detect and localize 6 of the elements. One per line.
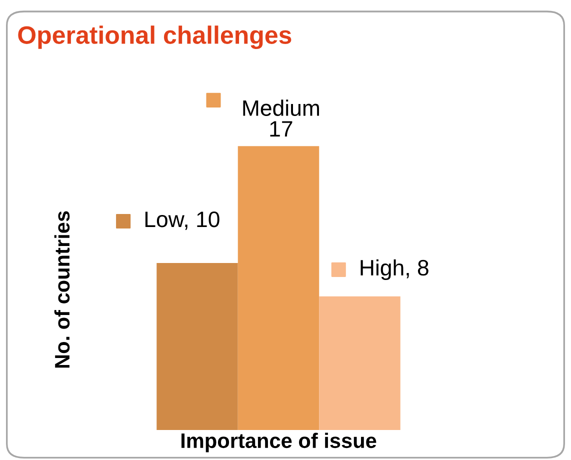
y-axis-title: No. of countries <box>54 211 70 368</box>
data-label: High, 8 <box>360 259 428 280</box>
x-axis-title: Importance of issue <box>181 432 376 452</box>
data-label: Medium 17 <box>243 100 319 136</box>
chart-title: Operational challenges <box>18 26 292 49</box>
data-label: Low, 10 <box>145 211 220 230</box>
